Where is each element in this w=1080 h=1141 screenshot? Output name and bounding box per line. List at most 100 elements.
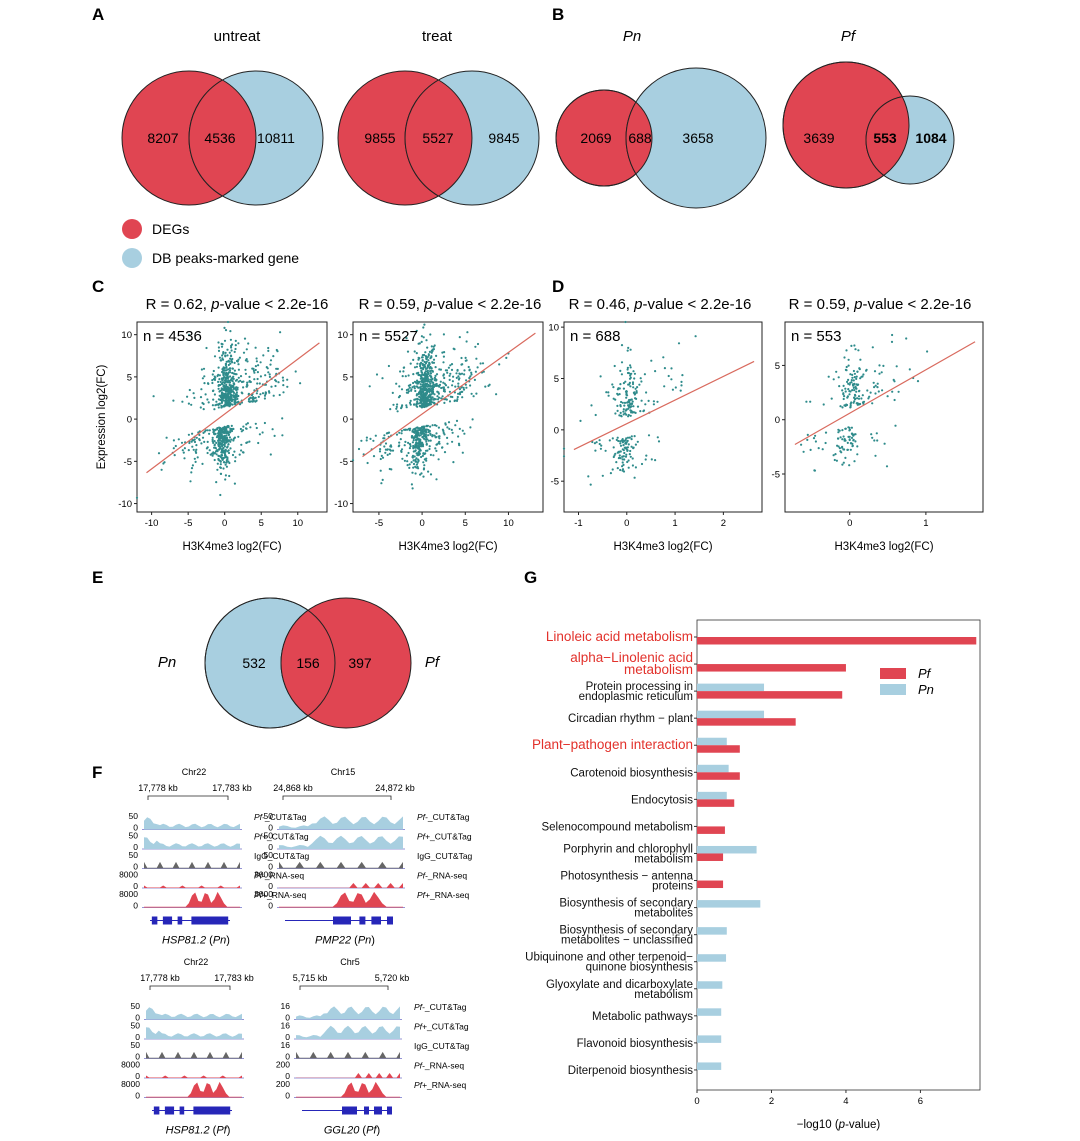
- scatter-point: [281, 434, 284, 437]
- scatter-point: [855, 377, 858, 380]
- scatter-point: [833, 458, 836, 462]
- scatter-point: [433, 424, 437, 427]
- scatter-point: [850, 432, 854, 435]
- scatter-point: [224, 351, 227, 354]
- scatter-point: [426, 385, 429, 388]
- scatter-point: [457, 382, 460, 385]
- scatter-point: [417, 371, 420, 374]
- panel-label-b: B: [552, 5, 564, 24]
- scatter-point: [220, 440, 223, 443]
- scatter-point: [848, 383, 851, 386]
- scatter-point: [848, 429, 851, 432]
- scatter-point: [428, 447, 431, 451]
- scatter-point: [416, 452, 419, 455]
- scatter-point: [266, 367, 269, 370]
- gene-paren: ): [227, 1125, 231, 1137]
- scatter-point: [423, 395, 426, 398]
- bar-row: Ubiquinone and other terpenoid−quinone b…: [525, 952, 727, 974]
- scatter-point: [227, 390, 230, 394]
- scatter-point: [599, 447, 603, 450]
- scatter-point: [422, 326, 425, 329]
- bar-category-label: Plant−pathogen interaction: [532, 737, 693, 752]
- scatter-point: [225, 459, 228, 462]
- scatter-point: [221, 368, 224, 371]
- y-tick-label: 0: [343, 415, 348, 426]
- scatter-point: [469, 426, 472, 429]
- venn-left-count: 9855: [364, 130, 395, 146]
- scatter-point: [449, 395, 452, 398]
- scatter-point: [621, 461, 624, 464]
- scatter-point: [254, 422, 257, 425]
- scatter-point: [406, 391, 410, 394]
- scatter-point: [211, 379, 214, 382]
- bar-pn: [697, 900, 761, 908]
- scatter-point: [422, 437, 425, 440]
- scatter-point: [631, 382, 635, 386]
- scatter-point: [423, 429, 426, 433]
- scatter-point: [211, 381, 214, 385]
- scatter-point: [411, 441, 414, 444]
- scatter-point: [841, 445, 844, 448]
- scatter-point: [656, 436, 659, 439]
- scatter-point: [460, 372, 464, 375]
- scatter-point: [255, 357, 258, 360]
- legend-label-pn: Pn: [918, 682, 934, 697]
- scatter-point: [605, 391, 608, 394]
- scatter-point: [256, 371, 259, 374]
- scatter-point: [416, 362, 419, 365]
- scatter-point: [638, 383, 641, 386]
- scatter-point: [412, 358, 415, 361]
- scatter-point: [424, 384, 427, 387]
- scatter-point: [421, 436, 424, 439]
- scatter-point: [165, 436, 168, 439]
- track-name-sample: Pf-: [254, 871, 265, 881]
- scatter-point: [372, 439, 375, 442]
- x-tick-label: 0: [222, 518, 227, 529]
- gene-exon: [387, 916, 393, 925]
- scatter-point: [396, 403, 399, 406]
- scatter-point: [227, 443, 230, 446]
- scatter-point: [446, 371, 449, 374]
- scatter-point: [440, 386, 443, 390]
- scatter-point: [276, 350, 279, 353]
- scatter-point: [631, 464, 635, 467]
- scatter-point: [448, 427, 451, 430]
- scatter-point: [191, 432, 194, 435]
- gene-exon: [342, 1106, 357, 1115]
- scatter-point: [413, 403, 416, 406]
- scatter-point: [223, 445, 226, 448]
- scatter-point: [223, 367, 226, 370]
- scatter-point: [656, 400, 659, 403]
- scatter-point: [680, 380, 683, 383]
- scatter-point: [203, 440, 206, 443]
- track-name-assay: _CUT&Tag: [429, 832, 472, 842]
- scatter-point: [221, 449, 224, 452]
- scatter-point: [264, 393, 267, 396]
- scatter-point: [802, 450, 805, 453]
- scatter-xlabel: H3K4me3 log2(FC): [398, 541, 497, 553]
- scatter-point: [407, 390, 410, 393]
- scatter-point: [135, 496, 139, 499]
- scatter-point: [647, 399, 650, 402]
- scatter-point: [427, 359, 430, 362]
- scatter-point: [857, 397, 861, 400]
- scatter-point: [873, 386, 876, 389]
- track-scale-max: 50: [129, 831, 139, 841]
- scatter-point: [215, 400, 218, 403]
- bar-pf: [697, 880, 724, 889]
- scatter-point: [428, 361, 431, 364]
- scatter-point: [850, 426, 854, 429]
- scatter-point: [212, 441, 215, 444]
- bar-category-label: Flavonoid biosynthesis: [577, 1038, 694, 1050]
- scatter-point: [616, 467, 619, 470]
- legend-label-db: DB peaks-marked gene: [152, 250, 299, 266]
- scatter-point: [357, 447, 361, 451]
- scatter-point: [395, 407, 398, 410]
- legend-swatch-degs: [122, 219, 142, 239]
- bar-category-label: metabolism: [634, 989, 693, 1001]
- scatter-point: [399, 370, 402, 373]
- scatter-point: [630, 402, 633, 405]
- scatter-point: [479, 362, 482, 365]
- scatter-point: [425, 443, 428, 446]
